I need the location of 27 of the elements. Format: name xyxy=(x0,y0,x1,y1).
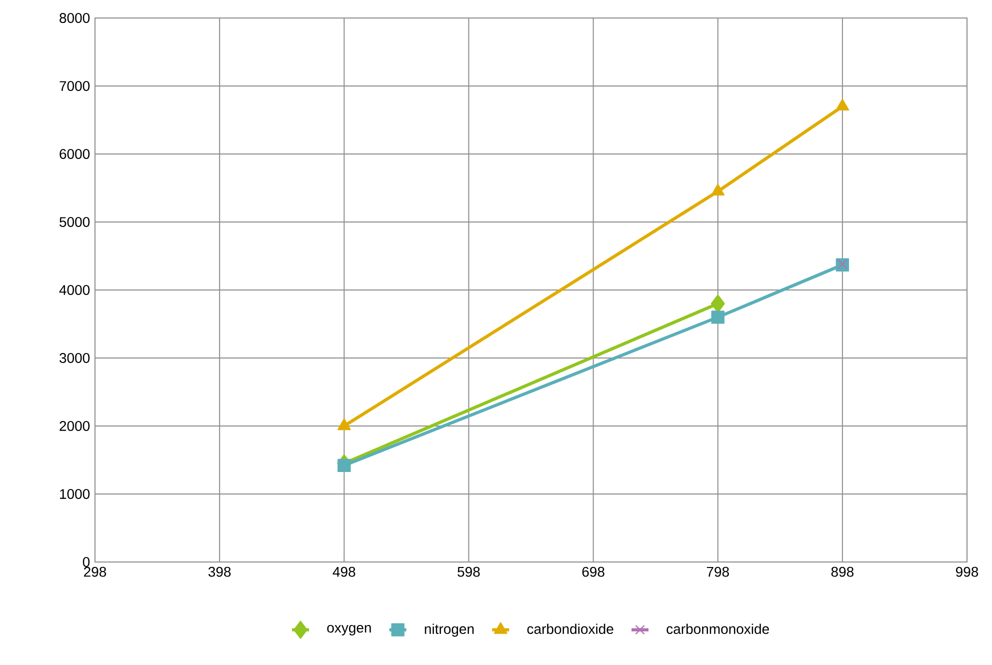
point xyxy=(838,259,848,269)
x-tick-label: 798 xyxy=(706,566,729,577)
point xyxy=(710,294,725,313)
x-tick-label: 598 xyxy=(458,566,480,577)
legend-label: carbondioxide xyxy=(527,624,614,634)
x-tick-label: 898 xyxy=(831,566,854,577)
y-tick-label: 6000 xyxy=(60,149,90,159)
point xyxy=(711,184,725,196)
point xyxy=(836,98,850,110)
y-tick-label: 3000 xyxy=(60,353,90,363)
x-tick-label: 498 xyxy=(332,566,356,577)
y-tick-label: 4000 xyxy=(59,285,90,295)
y-tick-label: 7000 xyxy=(60,81,90,91)
y-tick-label: 0 xyxy=(82,557,90,567)
y-tick-label: 5000 xyxy=(60,217,90,227)
x-tick-label: 298 xyxy=(84,566,106,577)
point xyxy=(711,310,724,324)
x-tick-label: 398 xyxy=(208,566,231,577)
y-tick-label: 2000 xyxy=(60,421,90,431)
y-tick-label: 1000 xyxy=(60,489,90,499)
legend-label: oxygen xyxy=(327,624,371,636)
legend-label: nitrogen xyxy=(424,624,474,637)
y-tick-label: 8000 xyxy=(60,13,90,23)
x-tick-label: 698 xyxy=(582,566,604,577)
x-tick-label: 998 xyxy=(956,566,978,577)
legend-label: carbonmonoxide xyxy=(666,624,769,634)
point xyxy=(338,458,351,472)
